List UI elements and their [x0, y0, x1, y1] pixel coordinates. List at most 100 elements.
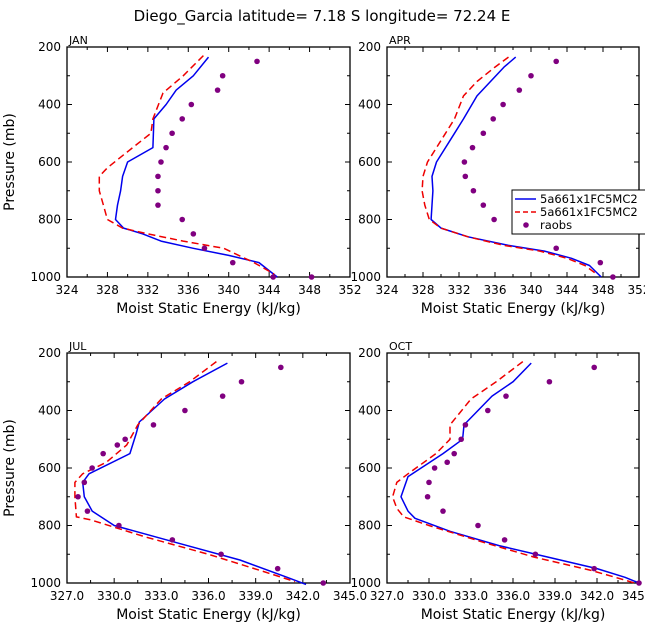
raobs-point: [610, 274, 616, 280]
raobs-point: [201, 245, 208, 252]
x-tick-label: 342.0: [580, 589, 614, 603]
raobs-points: [461, 58, 616, 280]
raobs-point: [501, 537, 508, 543]
y-tick-label: 600: [358, 155, 381, 169]
x-tick-label: 344: [556, 283, 579, 297]
raobs-point: [163, 144, 169, 151]
x-tick-label: 352: [628, 283, 645, 297]
raobs-point: [532, 551, 539, 558]
x-axis-title: Moist Static Energy (kJ/kg): [421, 301, 606, 317]
legend-label: 5a661x1FC5MC2: [540, 192, 638, 206]
series-line-dashed: [421, 56, 598, 275]
raobs-point: [84, 508, 91, 514]
raobs-point: [190, 231, 197, 237]
raobs-point: [440, 508, 446, 514]
raobs-point: [188, 101, 195, 108]
raobs-point: [462, 173, 469, 180]
raobs-point: [114, 442, 121, 448]
raobs-point: [320, 580, 327, 586]
x-axis-title: Moist Static Energy (kJ/kg): [421, 607, 606, 623]
series-line-solid: [114, 56, 278, 278]
raobs-point: [485, 407, 491, 414]
raobs-point: [491, 216, 497, 223]
x-tick-label: 345.0: [333, 589, 367, 603]
raobs-point: [431, 465, 438, 471]
y-tick-label: 200: [358, 40, 381, 54]
x-tick-label: 336: [484, 283, 507, 297]
raobs-point: [179, 116, 186, 122]
raobs-point: [553, 58, 559, 65]
panels: JAN 324 328 332 336 340 344 348 352 200 400 600 800 1…: [2, 34, 645, 623]
legend-label: raobs: [540, 218, 572, 232]
raobs-point: [591, 565, 597, 572]
raobs-point: [597, 259, 604, 266]
y-tick-label: 400: [38, 98, 61, 112]
legend-marker: [523, 222, 529, 228]
x-tick-label: 328: [412, 283, 435, 297]
x-tick-label: 340: [520, 283, 543, 297]
raobs-point: [179, 216, 186, 223]
plot-frame: [66, 46, 351, 278]
y-tick-label: 600: [358, 461, 381, 475]
series-line-dashed: [391, 361, 640, 586]
x-tick-label: 340: [217, 283, 240, 297]
raobs-point: [150, 422, 157, 428]
raobs-point: [219, 393, 226, 399]
panel-name: APR: [389, 34, 411, 47]
raobs-point: [158, 159, 164, 165]
y-axis-title: Pressure (mb): [2, 419, 18, 517]
raobs-point: [274, 565, 281, 572]
x-tick-label: 327.0: [370, 589, 404, 603]
y-tick-label: 200: [38, 40, 61, 54]
x-tick-label: 333.0: [144, 589, 178, 603]
raobs-point: [75, 493, 81, 500]
x-axis-title: Moist Static Energy (kJ/kg): [116, 607, 301, 623]
raobs-points: [155, 58, 315, 280]
raobs-point: [475, 522, 481, 529]
x-tick-label: 324: [376, 283, 399, 297]
x-tick-label: 344: [258, 283, 281, 297]
y-tick-label: 1000: [350, 576, 381, 590]
raobs-point: [553, 245, 559, 252]
raobs-point: [169, 130, 175, 137]
x-tick-label: 352: [339, 283, 362, 297]
y-tick-label: 800: [358, 519, 381, 533]
y-tick-label: 800: [38, 213, 61, 227]
raobs-point: [254, 58, 260, 65]
raobs-point: [591, 364, 597, 371]
x-tick-label: 348: [592, 283, 615, 297]
y-tick-label: 1000: [30, 576, 61, 590]
raobs-point: [169, 537, 176, 543]
panel-jul: JUL 327.0 330.0 333.0 336.0 339.0 342.0 345.0 20…: [2, 340, 367, 623]
raobs-points: [424, 364, 642, 586]
x-tick-label: 330.0: [97, 589, 131, 603]
series-line-solid: [430, 56, 602, 278]
raobs-point: [155, 202, 161, 208]
y-tick-label: 400: [38, 404, 61, 418]
y-tick-label: 200: [38, 346, 61, 360]
raobs-point: [122, 436, 128, 443]
raobs-point: [458, 436, 465, 443]
raobs-point: [490, 116, 497, 122]
x-tick-label: 345.0: [622, 589, 645, 603]
x-tick-label: 339.0: [538, 589, 572, 603]
raobs-point: [480, 202, 487, 208]
raobs-point: [461, 159, 468, 165]
raobs-point: [218, 551, 224, 558]
raobs-point: [278, 364, 284, 371]
y-axis-title: Pressure (mb): [2, 113, 18, 211]
panel-oct: OCT 327.0 330.0 333.0 336.0 339.0 342.0 345.0 20…: [350, 340, 645, 623]
raobs-point: [89, 465, 95, 471]
series-line-solid: [81, 362, 307, 586]
x-tick-label: 330.0: [412, 589, 446, 603]
series-line-dashed: [98, 55, 275, 275]
raobs-points: [75, 364, 327, 586]
raobs-point: [528, 72, 534, 79]
raobs-point: [500, 101, 506, 108]
y-tick-label: 1000: [30, 270, 61, 284]
raobs-point: [480, 130, 487, 137]
x-tick-label: 336.0: [191, 589, 225, 603]
x-tick-label: 342.0: [286, 589, 320, 603]
